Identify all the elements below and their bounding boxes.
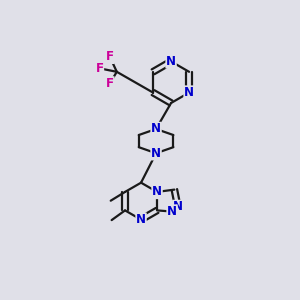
Text: N: N [151, 147, 161, 160]
Text: N: N [152, 185, 162, 198]
Text: N: N [167, 205, 177, 218]
Text: F: F [95, 62, 104, 75]
Text: N: N [166, 55, 176, 68]
Text: N: N [173, 200, 183, 213]
Text: N: N [151, 122, 161, 136]
Text: F: F [106, 77, 114, 90]
Text: F: F [106, 50, 114, 63]
Text: N: N [136, 213, 146, 226]
Text: N: N [184, 86, 194, 99]
